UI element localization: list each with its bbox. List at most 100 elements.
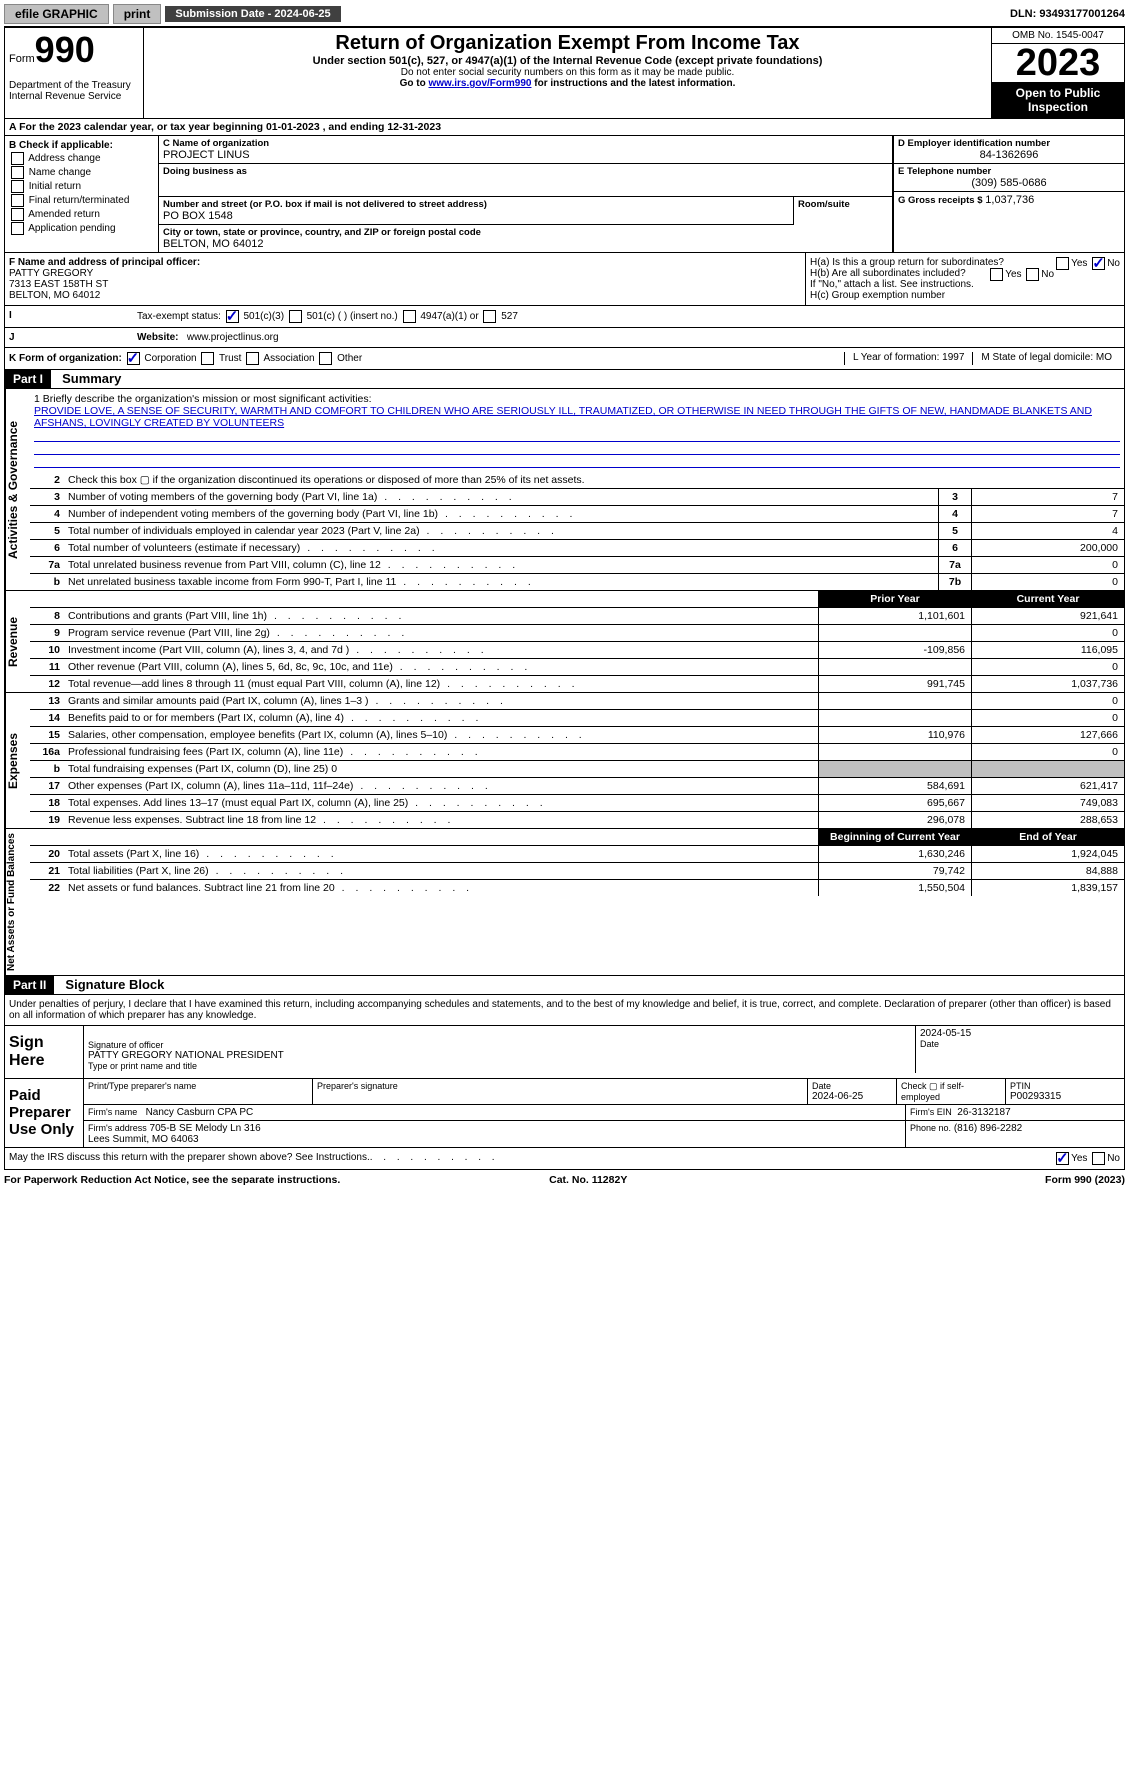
sidebar-governance: Activities & Governance bbox=[5, 389, 30, 590]
gov-line: 5Total number of individuals employed in… bbox=[30, 523, 1124, 540]
revenue-line: 12Total revenue—add lines 8 through 11 (… bbox=[30, 676, 1124, 692]
sign-here-label: Sign Here bbox=[5, 1026, 84, 1078]
box-g-label: G Gross receipts $ bbox=[898, 195, 982, 206]
h-a-label: H(a) Is this a group return for subordin… bbox=[810, 257, 1004, 268]
form-label: Form bbox=[9, 53, 35, 65]
prep-date: 2024-06-25 bbox=[812, 1091, 892, 1102]
check-name-change[interactable]: Name change bbox=[9, 166, 154, 179]
expense-line: 19Revenue less expenses. Subtract line 1… bbox=[30, 812, 1124, 828]
cat-number: Cat. No. 11282Y bbox=[549, 1174, 627, 1186]
firm-ein: 26-3132187 bbox=[957, 1107, 1010, 1118]
year-formation: L Year of formation: 1997 bbox=[844, 352, 972, 365]
form-number: 990 bbox=[35, 29, 95, 70]
part2-title: Signature Block bbox=[65, 977, 164, 992]
check-address-change[interactable]: Address change bbox=[9, 152, 154, 165]
dln-label: DLN: 93493177001264 bbox=[1010, 8, 1125, 20]
check-amended[interactable]: Amended return bbox=[9, 208, 154, 221]
gov-line: bNet unrelated business taxable income f… bbox=[30, 574, 1124, 590]
form-footer: Form 990 (2023) bbox=[1045, 1174, 1125, 1186]
box-b-title: B Check if applicable: bbox=[9, 140, 154, 151]
subtitle: Under section 501(c), 527, or 4947(a)(1)… bbox=[148, 55, 987, 67]
print-button[interactable]: print bbox=[113, 4, 162, 24]
phone-value: (309) 585-0686 bbox=[898, 177, 1120, 189]
part1-header: Part I bbox=[5, 370, 51, 388]
page-footer: For Paperwork Reduction Act Notice, see … bbox=[4, 1170, 1125, 1190]
expense-line: bTotal fundraising expenses (Part IX, co… bbox=[30, 761, 1124, 778]
row-k: K Form of organization: Corporation Trus… bbox=[4, 348, 1125, 370]
state-domicile: M State of legal domicile: MO bbox=[972, 352, 1120, 365]
h-c-label: H(c) Group exemption number bbox=[810, 290, 1120, 301]
current-year-hdr: Current Year bbox=[971, 591, 1124, 607]
row-i: I Tax-exempt status: 501(c)(3) 501(c) ( … bbox=[4, 306, 1125, 328]
check-app-pending[interactable]: Application pending bbox=[9, 222, 154, 235]
dba-label: Doing business as bbox=[163, 166, 888, 177]
tax-year: 2023 bbox=[992, 44, 1124, 82]
dept-treasury: Department of the Treasury Internal Reve… bbox=[9, 80, 139, 102]
open-inspection: Open to Public Inspection bbox=[992, 82, 1124, 118]
prior-year-hdr: Prior Year bbox=[818, 591, 971, 607]
gov-line: 7aTotal unrelated business revenue from … bbox=[30, 557, 1124, 574]
row-f-h: F Name and address of principal officer:… bbox=[4, 253, 1125, 306]
sidebar-revenue: Revenue bbox=[5, 591, 30, 692]
ein-value: 84-1362696 bbox=[898, 149, 1120, 161]
discuss-question: May the IRS discuss this return with the… bbox=[9, 1152, 370, 1165]
main-title: Return of Organization Exempt From Incom… bbox=[148, 32, 987, 55]
netassets-line: 21Total liabilities (Part X, line 26)79,… bbox=[30, 863, 1124, 880]
city-value: BELTON, MO 64012 bbox=[163, 238, 888, 250]
efile-label: efile GRAPHIC bbox=[4, 4, 109, 24]
street-label: Number and street (or P.O. box if mail i… bbox=[163, 199, 789, 210]
mission-text: PROVIDE LOVE, A SENSE OF SECURITY, WARMT… bbox=[34, 405, 1120, 429]
box-d-label: D Employer identification number bbox=[898, 138, 1120, 149]
mission-label: 1 Briefly describe the organization's mi… bbox=[34, 393, 1120, 405]
irs-link[interactable]: www.irs.gov/Form990 bbox=[428, 78, 531, 89]
box-f-label: F Name and address of principal officer: bbox=[9, 257, 801, 268]
revenue-line: 10Investment income (Part VIII, column (… bbox=[30, 642, 1124, 659]
part2-header: Part II bbox=[5, 976, 54, 994]
gov-line: 2Check this box ▢ if the organization di… bbox=[30, 472, 1124, 489]
gov-line: 6Total number of volunteers (estimate if… bbox=[30, 540, 1124, 557]
org-name: PROJECT LINUS bbox=[163, 149, 888, 161]
gov-line: 3Number of voting members of the governi… bbox=[30, 489, 1124, 506]
section-net-assets: Net Assets or Fund Balances Beginning of… bbox=[4, 829, 1125, 976]
check-501c3[interactable] bbox=[226, 310, 239, 323]
form-header: Form990 Department of the Treasury Inter… bbox=[4, 27, 1125, 119]
revenue-line: 9Program service revenue (Part VIII, lin… bbox=[30, 625, 1124, 642]
discuss-yes[interactable] bbox=[1056, 1152, 1069, 1165]
firm-phone: (816) 896-2282 bbox=[954, 1123, 1022, 1134]
begin-year-hdr: Beginning of Current Year bbox=[818, 829, 971, 845]
check-corporation[interactable] bbox=[127, 352, 140, 365]
declaration-text: Under penalties of perjury, I declare th… bbox=[5, 995, 1124, 1025]
paperwork-notice: For Paperwork Reduction Act Notice, see … bbox=[4, 1174, 340, 1186]
expense-line: 13Grants and similar amounts paid (Part … bbox=[30, 693, 1124, 710]
netassets-line: 20Total assets (Part X, line 16)1,630,24… bbox=[30, 846, 1124, 863]
ptin-value: P00293315 bbox=[1010, 1091, 1120, 1102]
row-j: J Website: www.projectlinus.org bbox=[4, 328, 1125, 348]
website-value: www.projectlinus.org bbox=[187, 332, 279, 343]
paid-preparer-label: Paid Preparer Use Only bbox=[5, 1079, 84, 1147]
box-e-label: E Telephone number bbox=[898, 166, 1120, 177]
expense-line: 18Total expenses. Add lines 13–17 (must … bbox=[30, 795, 1124, 812]
officer-name: PATTY GREGORY bbox=[9, 268, 801, 279]
expense-line: 16aProfessional fundraising fees (Part I… bbox=[30, 744, 1124, 761]
h-b-label: H(b) Are all subordinates included? bbox=[810, 268, 966, 279]
room-label: Room/suite bbox=[798, 199, 888, 210]
section-expenses: Expenses 13Grants and similar amounts pa… bbox=[4, 693, 1125, 829]
sidebar-net-assets: Net Assets or Fund Balances bbox=[5, 829, 30, 975]
sidebar-expenses: Expenses bbox=[5, 693, 30, 828]
revenue-line: 8Contributions and grants (Part VIII, li… bbox=[30, 608, 1124, 625]
netassets-line: 22Net assets or fund balances. Subtract … bbox=[30, 880, 1124, 896]
expense-line: 15Salaries, other compensation, employee… bbox=[30, 727, 1124, 744]
revenue-line: 11Other revenue (Part VIII, column (A), … bbox=[30, 659, 1124, 676]
goto-post: for instructions and the latest informat… bbox=[531, 78, 735, 89]
check-final-return[interactable]: Final return/terminated bbox=[9, 194, 154, 207]
city-label: City or town, state or province, country… bbox=[163, 227, 888, 238]
sig-date1: 2024-05-15 bbox=[920, 1028, 1120, 1039]
section-revenue: Revenue Prior YearCurrent Year 8Contribu… bbox=[4, 591, 1125, 693]
firm-name: Nancy Casburn CPA PC bbox=[146, 1107, 254, 1118]
signature-block: Under penalties of perjury, I declare th… bbox=[4, 995, 1125, 1170]
box-c-label: C Name of organization bbox=[163, 138, 888, 149]
check-initial-return[interactable]: Initial return bbox=[9, 180, 154, 193]
officer-name-title: PATTY GREGORY NATIONAL PRESIDENT bbox=[88, 1050, 911, 1061]
row-a-tax-year: A For the 2023 calendar year, or tax yea… bbox=[4, 119, 1125, 136]
ha-no-check[interactable] bbox=[1092, 257, 1105, 270]
